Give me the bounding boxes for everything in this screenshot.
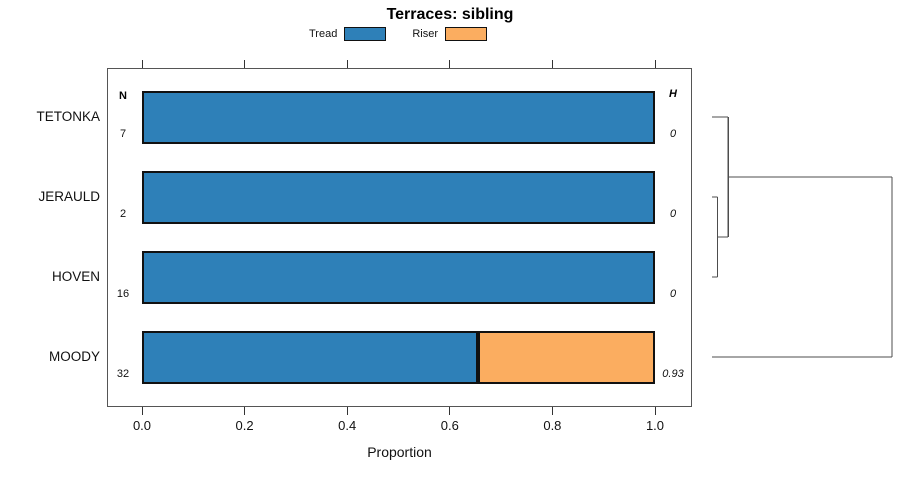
bar-segment-moody-riser [478, 330, 655, 384]
h-value-tetonka: 0 [669, 127, 677, 140]
x-axis-tick-bottom [449, 407, 451, 415]
dendrogram [712, 116, 893, 358]
x-axis-label: Proportion [367, 444, 432, 460]
n-value-jerauld: 2 [119, 207, 127, 220]
x-axis-tick-top [141, 60, 143, 68]
h-value-hoven: 0 [669, 287, 677, 300]
h-value-moody: 0.93 [662, 367, 684, 380]
legend-swatch-tread [344, 27, 387, 41]
n-value-tetonka: 7 [119, 127, 127, 140]
x-axis-tick-label: 1.0 [645, 418, 665, 433]
bar-segment-tetonka-tread [142, 90, 655, 144]
x-axis-tick-bottom [244, 407, 246, 415]
x-axis-tick-bottom [654, 407, 656, 415]
x-axis-tick-top [244, 60, 246, 68]
category-label-jerauld: JERAULD [38, 189, 100, 204]
category-label-tetonka: TETONKA [36, 109, 100, 124]
x-axis-tick-top [346, 60, 348, 68]
x-axis-tick-label: 0.2 [235, 418, 254, 433]
legend-item-tread: Tread [309, 27, 387, 41]
legend-swatch-riser [445, 27, 487, 41]
x-axis-tick-top [654, 60, 656, 68]
bar-segment-moody-tread [142, 330, 478, 384]
legend-label-tread: Tread [309, 28, 338, 40]
legend-label-riser: Riser [412, 28, 438, 40]
chart-title: Terraces: sibling [386, 6, 514, 23]
n-value-hoven: 16 [116, 287, 130, 300]
x-axis-tick-label: 0.0 [132, 418, 152, 433]
legend: Tread Riser [309, 27, 487, 41]
h-value-jerauld: 0 [669, 207, 677, 220]
n-column-header: N [119, 90, 127, 102]
category-label-moody: MOODY [48, 349, 100, 364]
x-axis-tick-label: 0.6 [440, 418, 459, 433]
x-axis-tick-top [551, 60, 553, 68]
legend-item-riser: Riser [412, 27, 487, 41]
x-axis-tick-bottom [141, 407, 143, 415]
x-axis-tick-label: 0.4 [338, 418, 357, 433]
x-axis-tick-top [449, 60, 451, 68]
x-axis-tick-bottom [346, 407, 348, 415]
x-axis-tick-label: 0.8 [543, 418, 562, 433]
n-value-moody: 32 [116, 367, 130, 380]
bar-segment-hoven-tread [142, 250, 655, 304]
x-axis-tick-bottom [551, 407, 553, 415]
bar-segment-jerauld-tread [142, 170, 655, 224]
h-column-header: H [669, 88, 677, 100]
category-label-hoven: HOVEN [51, 269, 100, 284]
